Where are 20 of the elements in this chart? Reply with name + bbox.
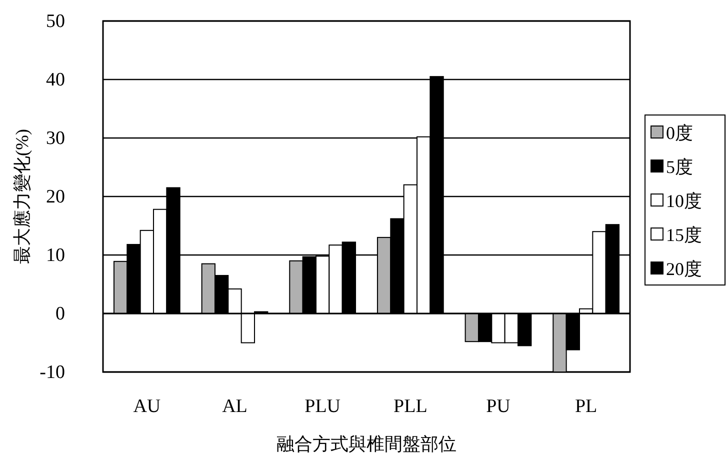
ytick: -10: [40, 362, 65, 383]
ytick: 0: [56, 304, 65, 324]
xtick: AU: [133, 396, 161, 417]
xtick: PLU: [304, 396, 341, 417]
xtick: PLL: [394, 396, 428, 417]
legend-label: 20度: [666, 259, 702, 279]
ytick: 50: [46, 11, 65, 32]
xtick: PU: [486, 396, 510, 417]
xtick: PL: [575, 396, 598, 417]
legend-label: 15度: [666, 225, 702, 245]
ytick: 30: [46, 128, 65, 149]
ytick: 10: [46, 245, 65, 266]
y-axis-title: 最大應力變化(%): [12, 129, 32, 264]
legend-label: 10度: [666, 191, 702, 211]
legend-label: 5度: [666, 157, 693, 177]
legend-label: 0度: [666, 123, 693, 143]
ytick: 40: [46, 70, 65, 90]
x-axis-title: 融合方式與椎間盤部位: [276, 434, 456, 454]
xtick: AL: [222, 396, 248, 417]
ytick: 20: [46, 186, 65, 208]
